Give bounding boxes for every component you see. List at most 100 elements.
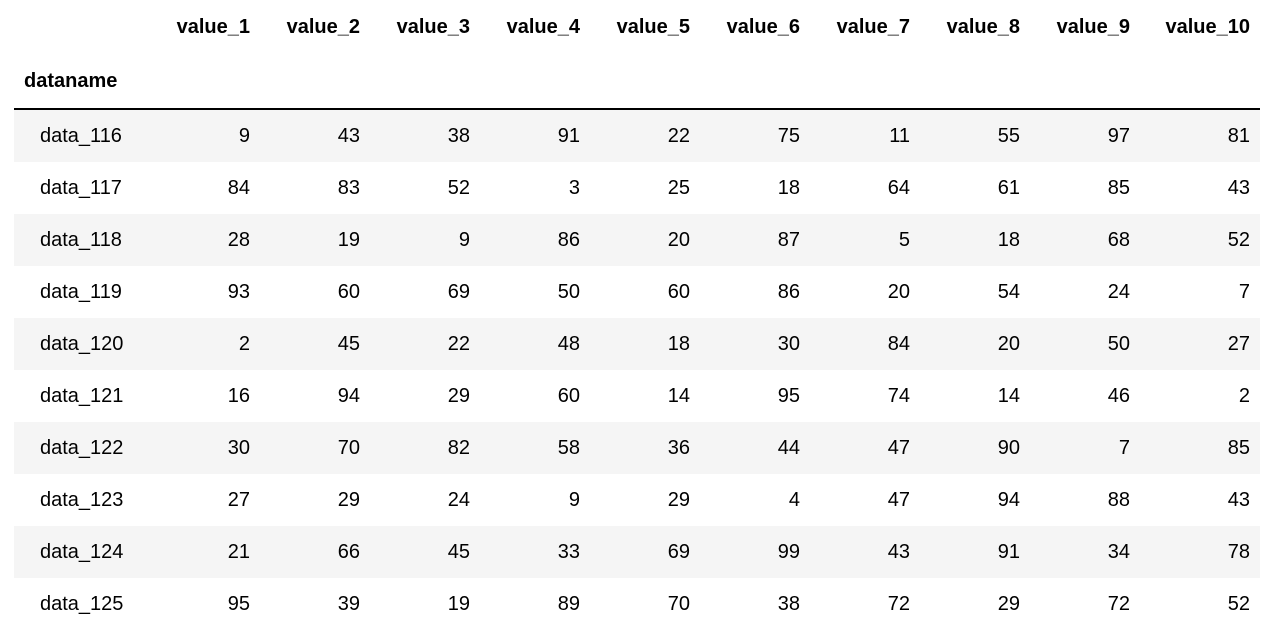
table-cell: 52	[1227, 228, 1250, 251]
table-row: data_124 21 66 45 33 69 99 43 91 34 78	[14, 526, 1260, 578]
table-cell: 44	[777, 436, 800, 459]
row-index: data_116	[40, 124, 122, 147]
column-header: value_7	[836, 16, 910, 38]
table-cell: 4	[788, 488, 800, 511]
table-cell: 60	[667, 280, 690, 303]
index-row-blank	[700, 55, 810, 110]
table-cell: 18	[667, 332, 690, 355]
table-cell: 78	[1227, 540, 1250, 563]
row-index: data_121	[40, 384, 124, 407]
table-cell: 69	[447, 280, 470, 303]
index-row-blank	[1140, 55, 1260, 110]
column-header: value_2	[286, 16, 360, 38]
table-row: data_122 30 70 82 58 36 44 47 90 7 85	[14, 422, 1260, 474]
table-cell: 85	[1227, 436, 1250, 459]
table-row: data_121 16 94 29 60 14 95 74 14 46 2	[14, 370, 1260, 422]
column-header: value_3	[396, 16, 470, 38]
table-cell: 20	[667, 228, 690, 251]
table-cell: 5	[898, 228, 910, 251]
table-cell: 50	[557, 280, 580, 303]
table-cell: 16	[227, 384, 250, 407]
table-cell: 25	[667, 176, 690, 199]
table-cell: 28	[227, 228, 250, 251]
column-header: value_6	[726, 16, 800, 38]
table-cell: 18	[997, 228, 1020, 251]
table-cell: 95	[227, 592, 250, 615]
table-cell: 36	[667, 436, 690, 459]
table-cell: 27	[227, 488, 250, 511]
table-cell: 74	[887, 384, 910, 407]
table-cell: 43	[1227, 488, 1250, 511]
table-cell: 39	[337, 592, 360, 615]
table-cell: 60	[557, 384, 580, 407]
table-cell: 22	[667, 124, 690, 147]
table-cell: 86	[777, 280, 800, 303]
table-cell: 9	[458, 228, 470, 251]
index-row-blank	[150, 55, 260, 110]
table-cell: 14	[997, 384, 1020, 407]
index-row-blank	[480, 55, 590, 110]
table-cell: 61	[997, 176, 1020, 199]
table-cell: 43	[1227, 176, 1250, 199]
row-index: data_123	[40, 488, 124, 511]
table-cell: 83	[337, 176, 360, 199]
table-cell: 94	[337, 384, 360, 407]
table-row: data_123 27 29 24 9 29 4 47 94 88 43	[14, 474, 1260, 526]
table-cell: 72	[887, 592, 910, 615]
table-cell: 60	[337, 280, 360, 303]
column-header-row: value_1 value_2 value_3 value_4 value_5 value…	[14, 0, 1260, 55]
table-cell: 54	[997, 280, 1020, 303]
table-body: data_116 9 43 38 91 22 75 11 55 97 81 data_117 84 83 5…	[14, 109, 1260, 630]
table-cell: 90	[997, 436, 1020, 459]
table-cell: 27	[1227, 332, 1250, 355]
table-cell: 84	[887, 332, 910, 355]
row-index: data_119	[40, 280, 122, 303]
index-row-blank	[370, 55, 480, 110]
table-cell: 70	[667, 592, 690, 615]
row-index: data_120	[40, 332, 124, 355]
column-header: value_10	[1165, 16, 1250, 38]
table-cell: 52	[1227, 592, 1250, 615]
table-cell: 72	[1107, 592, 1130, 615]
table-cell: 99	[777, 540, 800, 563]
index-row-blank	[920, 55, 1030, 110]
table-cell: 20	[887, 280, 910, 303]
table-cell: 84	[227, 176, 250, 199]
table-cell: 69	[667, 540, 690, 563]
table-cell: 2	[238, 332, 250, 355]
index-name-header: dataname	[14, 55, 150, 110]
table-row: data_118 28 19 9 86 20 87 5 18 68 52	[14, 214, 1260, 266]
table-cell: 14	[667, 384, 690, 407]
table-cell: 58	[557, 436, 580, 459]
table-cell: 43	[887, 540, 910, 563]
table-cell: 30	[777, 332, 800, 355]
table-cell: 29	[447, 384, 470, 407]
table-cell: 9	[568, 488, 580, 511]
table-cell: 20	[997, 332, 1020, 355]
index-row-blank	[590, 55, 700, 110]
table-cell: 24	[1107, 280, 1130, 303]
table-cell: 33	[557, 540, 580, 563]
table-row: data_116 9 43 38 91 22 75 11 55 97 81	[14, 109, 1260, 162]
table-cell: 29	[997, 592, 1020, 615]
table-cell: 45	[447, 540, 470, 563]
table-cell: 7	[1238, 280, 1250, 303]
column-header: value_4	[506, 16, 580, 38]
table-cell: 75	[777, 124, 800, 147]
table-cell: 52	[447, 176, 470, 199]
table-cell: 87	[777, 228, 800, 251]
table-cell: 11	[889, 124, 910, 147]
table-cell: 34	[1107, 540, 1130, 563]
table-cell: 50	[1107, 332, 1130, 355]
index-row-blank	[1030, 55, 1140, 110]
dataframe-table: value_1 value_2 value_3 value_4 value_5 value…	[14, 0, 1260, 630]
table-cell: 66	[337, 540, 360, 563]
table-cell: 21	[227, 540, 250, 563]
table-cell: 94	[997, 488, 1020, 511]
table-cell: 43	[337, 124, 360, 147]
table-cell: 70	[337, 436, 360, 459]
index-row-blank	[260, 55, 370, 110]
table-row: data_119 93 60 69 50 60 86 20 54 24 7	[14, 266, 1260, 318]
table-cell: 38	[447, 124, 470, 147]
table-cell: 24	[447, 488, 470, 511]
